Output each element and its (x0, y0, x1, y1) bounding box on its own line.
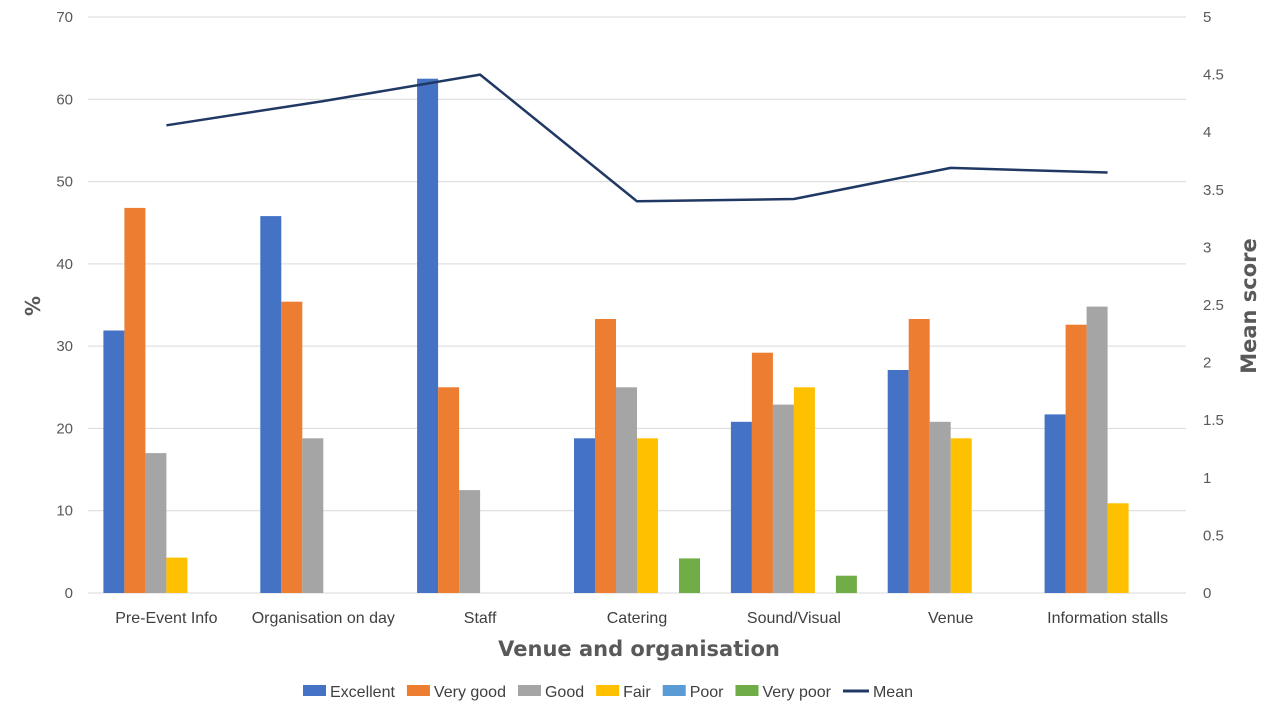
category-label: Pre-Event Info (115, 610, 217, 627)
category-label: Catering (607, 610, 667, 627)
bar-fair (793, 387, 815, 593)
bar-good (929, 421, 951, 593)
y2-tick-label: 2.5 (1203, 297, 1224, 314)
legend-swatch (517, 685, 541, 696)
category-label: Organisation on day (252, 610, 395, 627)
bar-marks (103, 78, 1129, 593)
mean-line (166, 73, 1108, 203)
y2-tick-label: 0.5 (1203, 527, 1224, 544)
category-label: Venue (928, 610, 973, 627)
bar-fair (637, 438, 658, 593)
bar-excellent (417, 78, 439, 593)
y-tick-label: 10 (56, 503, 73, 520)
y-tick-label: 70 (56, 9, 73, 26)
bar-excellent (260, 216, 282, 593)
legend: Excellent Very good Good Fair Poor Very poor M… (303, 684, 913, 701)
y-axis-right-ticks: 0 0.5 1 1.5 2 2.5 3 3.5 4 4.5 5 (1203, 9, 1224, 602)
y2-axis-title: Mean score (1237, 238, 1261, 374)
y2-tick-label: 1 (1203, 470, 1211, 487)
y-axis-title: % (21, 296, 45, 316)
legend-label: Mean (873, 684, 913, 701)
bar-fair (1107, 503, 1129, 593)
y2-tick-label: 0 (1203, 585, 1211, 602)
bar-very-good (908, 319, 930, 593)
bar-very-good (595, 319, 616, 593)
legend-swatch (406, 685, 430, 696)
legend-label: Very poor (762, 684, 831, 701)
legend-swatch (596, 685, 620, 696)
category-label: Staff (464, 610, 497, 627)
mean-line-marks (166, 73, 1108, 203)
legend-item: Poor (662, 684, 724, 701)
bar-very-good (438, 387, 460, 593)
bar-very-good (751, 352, 773, 593)
bar-very-poor (679, 558, 700, 593)
y-tick-label: 20 (56, 420, 73, 437)
legend-swatch (662, 685, 686, 696)
bar-excellent (1044, 414, 1066, 593)
legend-label: Fair (623, 684, 651, 701)
bar-very-poor (835, 575, 857, 593)
bar-excellent (574, 438, 595, 593)
y2-tick-label: 4 (1203, 124, 1211, 141)
bar-fair (166, 557, 188, 593)
bar-good (772, 404, 794, 593)
bar-excellent (103, 330, 125, 593)
legend-item: Mean (842, 684, 913, 701)
legend-label: Good (545, 684, 584, 701)
bar-excellent (887, 370, 909, 593)
legend-swatch (735, 685, 759, 696)
legend-label: Very good (434, 684, 506, 701)
category-label: Information stalls (1047, 610, 1168, 627)
y-tick-label: 60 (56, 91, 73, 108)
y2-tick-label: 2 (1203, 355, 1211, 372)
y-tick-label: 50 (56, 174, 73, 191)
y2-tick-label: 3.5 (1203, 182, 1224, 199)
bar-good (459, 490, 481, 593)
y-axis-left-ticks: 0 10 20 30 40 50 60 70 (56, 9, 73, 602)
x-axis-title: Venue and organisation (498, 637, 780, 661)
bar-good (616, 387, 637, 593)
bar-very-good (281, 301, 303, 593)
legend-item: Fair (596, 684, 651, 701)
bar-very-good (1065, 324, 1087, 593)
y-tick-label: 30 (56, 338, 73, 355)
legend-label: Poor (690, 684, 724, 701)
y2-tick-label: 5 (1203, 9, 1211, 26)
bar-good (302, 438, 324, 593)
legend-item: Good (517, 684, 584, 701)
bar-excellent (730, 421, 752, 593)
y-tick-label: 40 (56, 256, 73, 273)
bar-good (145, 453, 167, 593)
bar-very-good (124, 207, 146, 593)
y2-tick-label: 3 (1203, 239, 1211, 256)
legend-item: Very poor (735, 684, 832, 701)
y-tick-label: 0 (65, 585, 73, 602)
legend-item: Very good (406, 684, 506, 701)
x-axis-category-labels: Pre-Event Info Organisation on day Staff Ca… (115, 610, 1168, 627)
legend-swatch (303, 685, 326, 696)
legend-item: Excellent (303, 684, 395, 701)
bar-fair (950, 438, 972, 593)
y2-tick-label: 4.5 (1203, 67, 1224, 84)
y2-tick-label: 1.5 (1203, 412, 1224, 429)
legend-label: Excellent (330, 684, 395, 701)
category-label: Sound/Visual (747, 610, 841, 627)
bar-good (1086, 306, 1108, 593)
